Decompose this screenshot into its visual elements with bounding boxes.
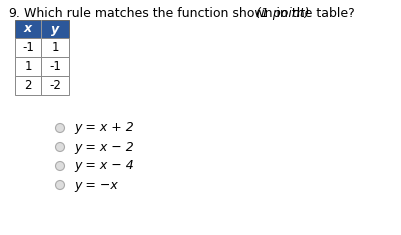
Text: 1: 1 <box>51 41 59 54</box>
Text: 1: 1 <box>24 60 32 73</box>
Bar <box>15 76 41 95</box>
Text: -1: -1 <box>22 41 34 54</box>
Bar <box>41 38 69 57</box>
Bar <box>15 20 69 38</box>
Text: y = x − 2: y = x − 2 <box>75 141 134 153</box>
Text: y = x − 4: y = x − 4 <box>75 160 134 172</box>
Circle shape <box>55 142 65 152</box>
Text: y: y <box>51 23 59 35</box>
Bar <box>41 76 69 95</box>
Text: x: x <box>24 23 32 35</box>
Circle shape <box>55 161 65 171</box>
Bar <box>15 57 41 76</box>
Text: 2: 2 <box>24 79 32 92</box>
Text: -1: -1 <box>49 60 61 73</box>
Text: y = x + 2: y = x + 2 <box>75 121 134 134</box>
Text: Which rule matches the function shown in the table?: Which rule matches the function shown in… <box>24 7 355 20</box>
Text: -2: -2 <box>49 79 61 92</box>
Circle shape <box>55 124 65 133</box>
Bar <box>41 57 69 76</box>
Bar <box>15 38 41 57</box>
Text: 9.: 9. <box>8 7 20 20</box>
Text: (1 point): (1 point) <box>256 7 310 20</box>
Circle shape <box>55 180 65 189</box>
Text: y = −x: y = −x <box>75 179 118 192</box>
